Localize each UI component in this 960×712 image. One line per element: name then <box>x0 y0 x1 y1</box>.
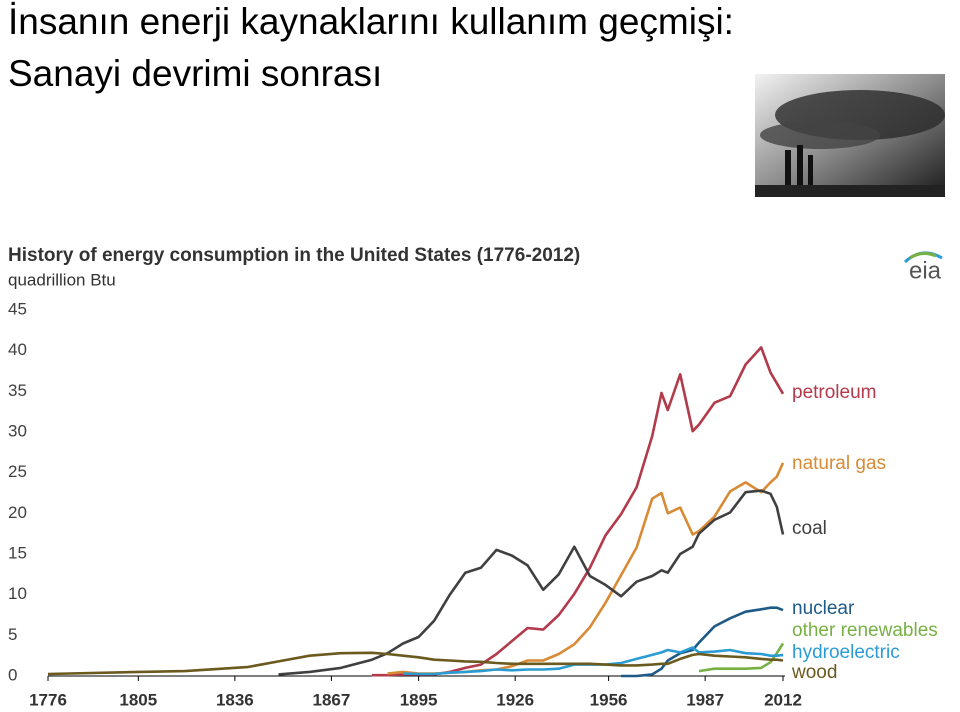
series-line <box>47 651 784 676</box>
y-tick-label: 30 <box>8 421 27 440</box>
chart-subtitle: quadrillion Btu <box>8 270 116 289</box>
series-line <box>621 606 784 678</box>
series-label: hydroelectric <box>792 642 900 663</box>
chart-title: History of energy consumption in the Uni… <box>8 245 580 266</box>
x-tick-label: 2012 <box>764 690 802 709</box>
x-tick-label: 1926 <box>496 690 534 709</box>
y-tick-label: 15 <box>8 543 27 562</box>
x-tick-label: 1956 <box>590 690 628 709</box>
series-line <box>402 646 784 676</box>
y-tick-label: 10 <box>8 584 27 603</box>
series-label: coal <box>792 518 827 539</box>
logo: eia <box>909 257 942 284</box>
series-label: petroleum <box>792 382 877 403</box>
logo-arc <box>909 251 937 260</box>
x-tick-label: 1867 <box>312 690 350 709</box>
slide-title: Sanayi devrimi sonrası <box>8 53 382 94</box>
photo <box>755 74 945 197</box>
y-tick-label: 0 <box>8 665 17 684</box>
x-tick-label: 1987 <box>686 690 724 709</box>
series-label: other renewables <box>792 620 938 641</box>
y-tick-label: 5 <box>8 625 17 644</box>
series-label: natural gas <box>792 453 886 474</box>
series-line <box>371 346 785 677</box>
series-label: nuclear <box>792 598 855 619</box>
x-tick-label: 1836 <box>216 690 254 709</box>
x-tick-label: 1776 <box>29 690 67 709</box>
series-label: wood <box>791 662 837 683</box>
x-tick-label: 1895 <box>400 690 438 709</box>
slide-title: İnsanın enerji kaynaklarını kullanım geç… <box>8 1 734 42</box>
y-tick-label: 35 <box>8 381 27 400</box>
y-tick-label: 20 <box>8 503 27 522</box>
y-tick-label: 45 <box>8 299 27 318</box>
x-tick-label: 1805 <box>119 690 157 709</box>
y-tick-label: 40 <box>8 340 27 359</box>
y-tick-label: 25 <box>8 462 27 481</box>
series-line <box>278 489 785 676</box>
